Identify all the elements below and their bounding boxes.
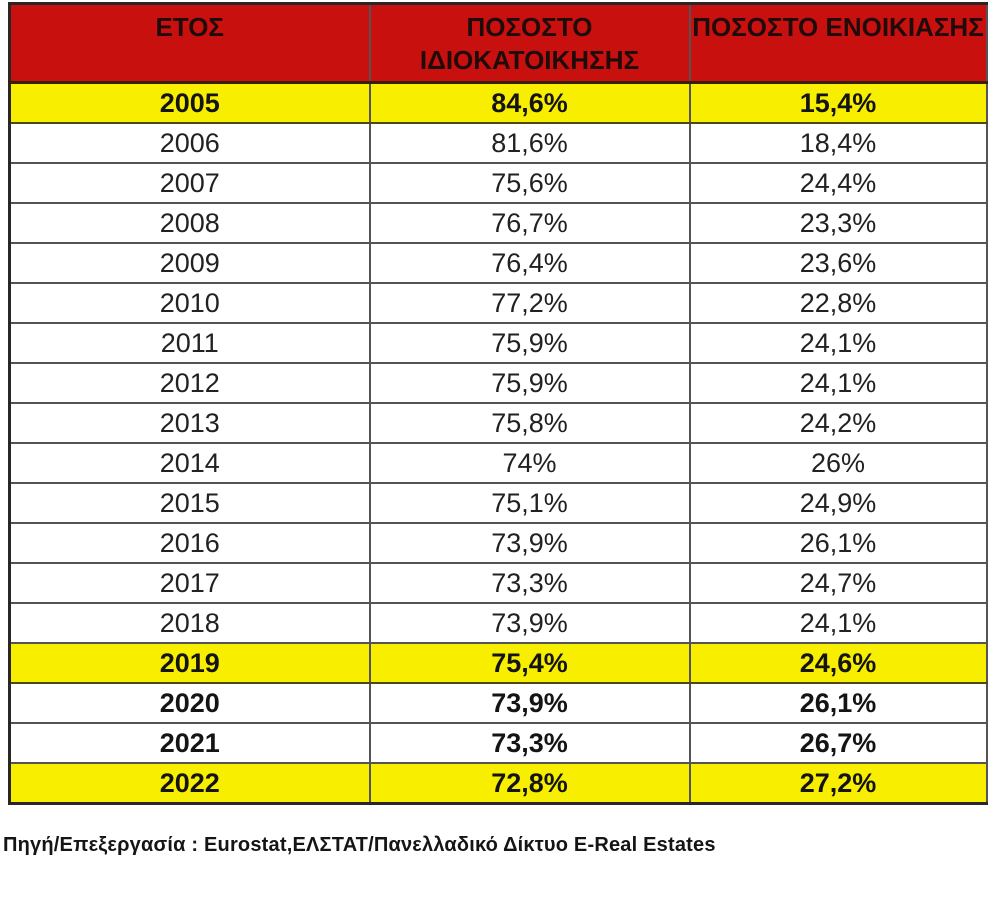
ownership-cell: 73,3% (368, 562, 691, 604)
table-row: 2015 75,1% 24,9% (8, 482, 988, 524)
header-ownership: ΠΟΣΟΣΤΟ ΙΔΙΟΚΑΤΟΙΚΗΣΗΣ (368, 2, 691, 84)
ownership-cell: 75,9% (368, 322, 691, 364)
year-cell: 2016 (8, 522, 371, 564)
year-cell: 2006 (8, 122, 371, 164)
rental-cell: 26,7% (688, 722, 988, 764)
year-cell: 2014 (8, 442, 371, 484)
rental-cell: 24,1% (688, 322, 988, 364)
ownership-cell: 73,9% (368, 682, 691, 724)
table-row: 2014 74% 26% (8, 442, 988, 484)
rental-cell: 26,1% (688, 682, 988, 724)
year-cell: 2005 (8, 81, 371, 124)
ownership-cell: 77,2% (368, 282, 691, 324)
table-row: 2017 73,3% 24,7% (8, 562, 988, 604)
table-row: 2016 73,9% 26,1% (8, 522, 988, 564)
year-cell: 2018 (8, 602, 371, 644)
rental-cell: 24,9% (688, 482, 988, 524)
year-cell: 2022 (8, 762, 371, 805)
ownership-cell: 76,7% (368, 202, 691, 244)
source-note: Πηγή/Επεξεργασία : Eurostat,ΕΛΣΤΑΤ/Πανελ… (3, 834, 716, 856)
year-cell: 2017 (8, 562, 371, 604)
table-row: 2020 73,9% 26,1% (8, 682, 988, 724)
ownership-rental-table: ΕΤΟΣ ΠΟΣΟΣΤΟ ΙΔΙΟΚΑΤΟΙΚΗΣΗΣ ΠΟΣΟΣΤΟ ΕΝΟΙ… (8, 2, 988, 805)
ownership-cell: 75,6% (368, 162, 691, 204)
year-cell: 2015 (8, 482, 371, 524)
table-row: 2021 73,3% 26,7% (8, 722, 988, 764)
rental-cell: 26,1% (688, 522, 988, 564)
table-row: 2010 77,2% 22,8% (8, 282, 988, 324)
table-row: 2019 75,4% 24,6% (8, 642, 988, 684)
table-row: 2018 73,9% 24,1% (8, 602, 988, 644)
rental-cell: 24,1% (688, 602, 988, 644)
rental-cell: 23,6% (688, 242, 988, 284)
table-row: 2022 72,8% 27,2% (8, 762, 988, 805)
year-cell: 2010 (8, 282, 371, 324)
year-cell: 2011 (8, 322, 371, 364)
year-cell: 2013 (8, 402, 371, 444)
rental-cell: 23,3% (688, 202, 988, 244)
rental-cell: 24,7% (688, 562, 988, 604)
year-cell: 2020 (8, 682, 371, 724)
table-row: 2008 76,7% 23,3% (8, 202, 988, 244)
year-cell: 2009 (8, 242, 371, 284)
header-rental: ΠΟΣΟΣΤΟ ΕΝΟΙΚΙΑΣΗΣ (688, 2, 988, 84)
rental-cell: 24,6% (688, 642, 988, 684)
ownership-cell: 76,4% (368, 242, 691, 284)
year-cell: 2012 (8, 362, 371, 404)
table-row: 2007 75,6% 24,4% (8, 162, 988, 204)
ownership-rental-table-wrap: ΕΤΟΣ ΠΟΣΟΣΤΟ ΙΔΙΟΚΑΤΟΙΚΗΣΗΣ ΠΟΣΟΣΤΟ ΕΝΟΙ… (8, 2, 988, 805)
table-row: 2013 75,8% 24,2% (8, 402, 988, 444)
rental-cell: 18,4% (688, 122, 988, 164)
ownership-cell: 75,4% (368, 642, 691, 684)
table-row: 2011 75,9% 24,1% (8, 322, 988, 364)
rental-cell: 24,4% (688, 162, 988, 204)
ownership-cell: 84,6% (368, 81, 691, 124)
ownership-cell: 73,9% (368, 602, 691, 644)
rental-cell: 24,1% (688, 362, 988, 404)
table-row: 2006 81,6% 18,4% (8, 122, 988, 164)
year-cell: 2007 (8, 162, 371, 204)
year-cell: 2021 (8, 722, 371, 764)
table-row: 2005 84,6% 15,4% (8, 81, 988, 124)
ownership-cell: 74% (368, 442, 691, 484)
rental-cell: 15,4% (688, 81, 988, 124)
rental-cell: 26% (688, 442, 988, 484)
table-row: 2012 75,9% 24,1% (8, 362, 988, 404)
ownership-cell: 75,9% (368, 362, 691, 404)
ownership-cell: 73,3% (368, 722, 691, 764)
ownership-cell: 75,8% (368, 402, 691, 444)
year-cell: 2019 (8, 642, 371, 684)
rental-cell: 24,2% (688, 402, 988, 444)
table-row: 2009 76,4% 23,6% (8, 242, 988, 284)
ownership-cell: 73,9% (368, 522, 691, 564)
ownership-cell: 81,6% (368, 122, 691, 164)
header-year: ΕΤΟΣ (8, 2, 371, 84)
rental-cell: 22,8% (688, 282, 988, 324)
year-cell: 2008 (8, 202, 371, 244)
table-body: 2005 84,6% 15,4% 2006 81,6% 18,4% 2007 7… (8, 81, 988, 805)
ownership-cell: 72,8% (368, 762, 691, 805)
header-row: ΕΤΟΣ ΠΟΣΟΣΤΟ ΙΔΙΟΚΑΤΟΙΚΗΣΗΣ ΠΟΣΟΣΤΟ ΕΝΟΙ… (8, 2, 988, 84)
ownership-cell: 75,1% (368, 482, 691, 524)
rental-cell: 27,2% (688, 762, 988, 805)
